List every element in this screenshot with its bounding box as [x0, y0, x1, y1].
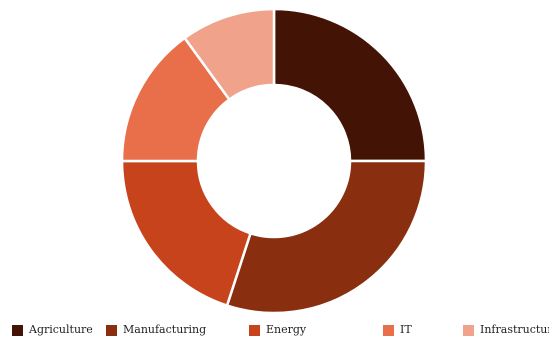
slice-agriculture[interactable]	[272, 7, 428, 163]
legend-item-agriculture[interactable]: Agriculture	[12, 322, 93, 338]
legend-swatch	[383, 324, 394, 336]
legend-item-energy[interactable]: Energy	[249, 322, 306, 338]
legend-swatch	[106, 324, 117, 336]
legend-label: Energy	[266, 323, 307, 336]
legend-swatch	[12, 324, 23, 336]
legend-label: Infrastructure	[480, 323, 549, 336]
donut-chart	[120, 7, 428, 315]
legend-swatch	[249, 324, 260, 336]
legend-label: Manufacturing	[123, 323, 207, 336]
slice-energy[interactable]	[120, 159, 253, 308]
legend-label: IT	[400, 323, 412, 336]
legend-item-it[interactable]: IT	[383, 322, 412, 338]
donut-chart-svg	[120, 7, 428, 315]
slice-infrastructure[interactable]	[182, 7, 276, 102]
legend-item-infrastructure[interactable]: Infrastructure	[463, 322, 549, 338]
slice-manufacturing[interactable]	[225, 159, 428, 315]
chart-legend: Agriculture Manufacturing Energy IT Infrastr…	[0, 322, 549, 338]
legend-label: Agriculture	[29, 323, 93, 336]
legend-swatch	[463, 324, 474, 336]
legend-item-manufacturing[interactable]: Manufacturing	[106, 322, 206, 338]
